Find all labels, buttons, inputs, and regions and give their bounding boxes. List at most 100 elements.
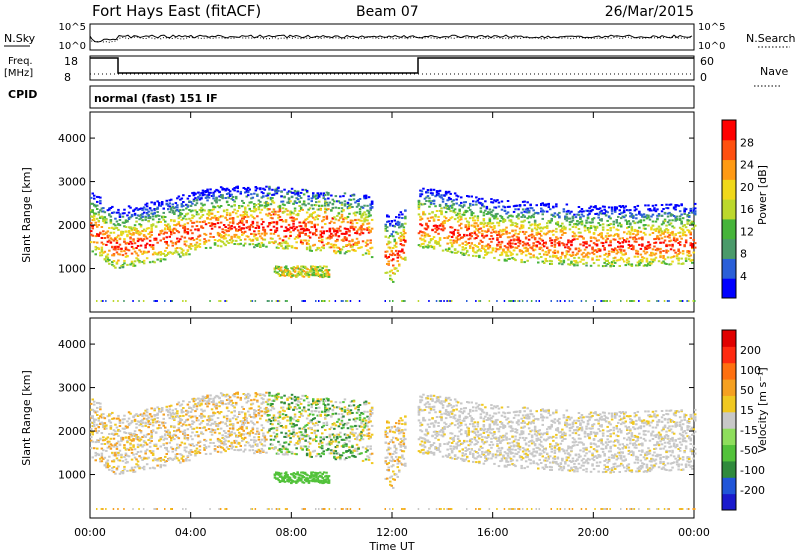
power-cell	[299, 196, 303, 199]
power-cell	[520, 252, 523, 255]
power-cell	[387, 215, 390, 218]
power-cell	[221, 194, 224, 197]
power-cell	[284, 219, 288, 222]
power-cell	[159, 258, 162, 261]
power-cell	[482, 205, 486, 208]
power-cell	[283, 229, 286, 232]
power-cell	[656, 227, 659, 230]
power-cell	[278, 210, 282, 213]
power-cell	[568, 240, 572, 243]
power-cell	[678, 243, 682, 246]
velocity-cell	[91, 415, 94, 418]
power-cell	[591, 221, 594, 224]
power-cell	[94, 224, 97, 227]
power-cell	[677, 242, 680, 244]
power-cell	[478, 254, 481, 257]
power-cell	[440, 207, 443, 210]
power-cell	[668, 211, 671, 214]
power-cell	[180, 197, 184, 200]
power-cell	[139, 217, 143, 220]
power-cell	[645, 259, 649, 262]
power-cell	[117, 253, 120, 256]
power-cell	[490, 211, 493, 213]
power-cell	[577, 222, 581, 225]
power-cell	[437, 192, 440, 195]
power-cell	[145, 251, 149, 254]
power-cell	[215, 200, 218, 203]
velocity-cell	[103, 427, 107, 430]
power-cell	[93, 218, 96, 220]
power-cell	[524, 236, 528, 239]
velocity-cell	[103, 456, 107, 459]
power-cell	[142, 300, 145, 302]
power-cell	[470, 214, 473, 217]
power-cell	[555, 203, 558, 206]
power-cell	[484, 209, 487, 212]
power-cell	[112, 248, 116, 251]
power-cell	[251, 243, 255, 246]
power-cell	[206, 217, 209, 219]
power-cell	[517, 300, 519, 302]
power-cell	[529, 253, 532, 256]
power-cell	[668, 223, 671, 226]
power-cell	[339, 252, 342, 255]
power-cell	[174, 206, 178, 209]
power-cell	[295, 275, 298, 278]
velocity-cell	[129, 433, 132, 436]
power-cell	[630, 229, 634, 232]
power-cell	[642, 219, 646, 222]
power-cell	[659, 229, 662, 232]
velocity-cell	[141, 459, 144, 461]
power-cell	[473, 215, 476, 218]
power-cell	[603, 248, 606, 251]
power-cell	[185, 203, 188, 206]
power-cell	[90, 196, 93, 199]
power-cell	[281, 200, 285, 203]
power-cell	[366, 209, 369, 212]
velocity-cell	[176, 429, 179, 432]
power-cell	[259, 211, 262, 214]
velocity-cell	[106, 440, 110, 443]
power-cell	[564, 300, 566, 302]
power-cell	[171, 209, 174, 212]
power-cell	[550, 242, 553, 244]
velocity-cell	[167, 414, 170, 417]
power-cell	[176, 230, 179, 232]
y-tick-label: 3000	[58, 176, 86, 189]
power-cell	[654, 204, 658, 207]
power-cell	[91, 192, 94, 195]
power-cell	[386, 229, 389, 232]
velocity-cell	[179, 444, 182, 447]
velocity-cell	[168, 408, 171, 411]
velocity-cell	[206, 394, 209, 397]
velocity-cell	[97, 439, 100, 442]
power-cell	[115, 251, 119, 254]
power-cell	[527, 227, 531, 230]
power-cell	[228, 212, 232, 215]
power-cell	[228, 217, 232, 220]
power-cell	[657, 229, 661, 232]
power-cell	[647, 244, 650, 247]
power-cell	[266, 203, 270, 206]
velocity-cell	[200, 416, 203, 419]
power-cell	[573, 256, 576, 259]
power-cell	[318, 247, 321, 249]
velocity-cell	[120, 440, 123, 443]
power-cell	[389, 224, 392, 227]
velocity-cell	[96, 440, 99, 443]
power-cell	[526, 249, 529, 252]
power-cell	[438, 244, 442, 247]
power-cell	[136, 214, 140, 217]
velocity-cell	[130, 435, 134, 438]
velocity-cell	[151, 450, 155, 453]
power-cell	[559, 236, 563, 239]
velocity-cell	[112, 454, 116, 457]
power-cell	[515, 247, 519, 249]
power-cell	[254, 227, 258, 229]
power-cell	[425, 200, 428, 202]
power-cell	[395, 222, 398, 225]
power-cell	[307, 235, 310, 238]
power-cell	[284, 208, 288, 211]
power-cell	[93, 213, 96, 216]
power-cell	[207, 222, 211, 224]
